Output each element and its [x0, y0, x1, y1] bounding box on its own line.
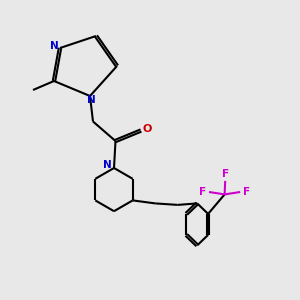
Text: O: O: [142, 124, 152, 134]
Text: N: N: [87, 94, 96, 105]
Text: F: F: [222, 169, 229, 179]
Text: F: F: [199, 187, 206, 197]
Text: N: N: [103, 160, 112, 170]
Text: N: N: [50, 41, 59, 52]
Text: F: F: [243, 187, 250, 197]
